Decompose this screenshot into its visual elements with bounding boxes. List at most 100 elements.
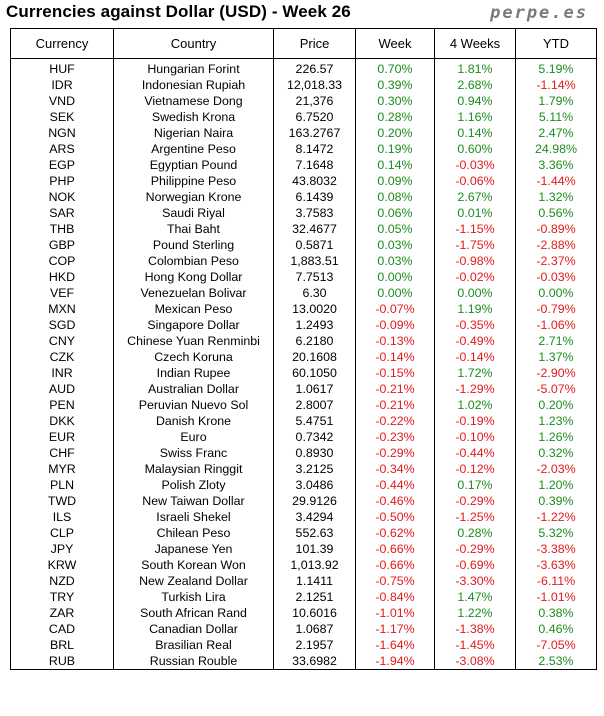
- four-week-change-cell: -0.49%: [434, 333, 516, 349]
- country-name-cell: Israeli Shekel: [113, 509, 274, 525]
- four-week-change-cell: -0.02%: [434, 269, 516, 285]
- four-week-change-cell: -1.45%: [434, 637, 516, 653]
- table-row: SAR Saudi Riyal 3.7583 0.06% 0.01% 0.56%: [10, 205, 597, 221]
- currency-code-cell: ZAR: [10, 605, 114, 621]
- country-name-cell: Peruvian Nuevo Sol: [113, 397, 274, 413]
- four-week-change-cell: 0.17%: [434, 477, 516, 493]
- table-row: ZAR South African Rand 10.6016 -1.01% 1.22% 0…: [10, 605, 597, 621]
- price-cell: 1.2493: [273, 317, 356, 333]
- country-name-cell: Hong Kong Dollar: [113, 269, 274, 285]
- price-cell: 2.8007: [273, 397, 356, 413]
- currency-code-cell: PHP: [10, 173, 114, 189]
- currency-code-cell: TRY: [10, 589, 114, 605]
- week-change-cell: -0.15%: [355, 365, 435, 381]
- week-change-cell: -0.62%: [355, 525, 435, 541]
- four-week-change-cell: -0.29%: [434, 541, 516, 557]
- currency-code-cell: IDR: [10, 77, 114, 93]
- price-cell: 10.6016: [273, 605, 356, 621]
- four-week-change-cell: 1.19%: [434, 301, 516, 317]
- currency-code-cell: DKK: [10, 413, 114, 429]
- country-name-cell: Philippine Peso: [113, 173, 274, 189]
- price-cell: 3.4294: [273, 509, 356, 525]
- price-cell: 33.6982: [273, 653, 356, 670]
- currency-code-cell: SEK: [10, 109, 114, 125]
- table-row: HKD Hong Kong Dollar 7.7513 0.00% -0.02% -0.0…: [10, 269, 597, 285]
- week-change-cell: -1.94%: [355, 653, 435, 670]
- table-row: PHP Philippine Peso 43.8032 0.09% -0.06% -1.4…: [10, 173, 597, 189]
- table-row: VND Vietnamese Dong 21,376 0.30% 0.94% 1.79%: [10, 93, 597, 109]
- ytd-change-cell: 24.98%: [515, 141, 597, 157]
- ytd-change-cell: 2.71%: [515, 333, 597, 349]
- ytd-change-cell: 3.36%: [515, 157, 597, 173]
- table-body: HUF Hungarian Forint 226.57 0.70% 1.81% 5.19%…: [10, 58, 597, 670]
- country-name-cell: Vietnamese Dong: [113, 93, 274, 109]
- ytd-change-cell: 0.46%: [515, 621, 597, 637]
- ytd-change-cell: -0.03%: [515, 269, 597, 285]
- table-row: MXN Mexican Peso 13.0020 -0.07% 1.19% -0.79%: [10, 301, 597, 317]
- currency-code-cell: RUB: [10, 653, 114, 670]
- currency-code-cell: THB: [10, 221, 114, 237]
- currency-code-cell: CAD: [10, 621, 114, 637]
- week-change-cell: -0.34%: [355, 461, 435, 477]
- week-change-cell: 0.70%: [355, 58, 435, 77]
- four-week-change-cell: 1.72%: [434, 365, 516, 381]
- ytd-change-cell: -1.14%: [515, 77, 597, 93]
- price-cell: 552.63: [273, 525, 356, 541]
- week-change-cell: 0.00%: [355, 269, 435, 285]
- week-change-cell: -1.64%: [355, 637, 435, 653]
- four-week-change-cell: -1.38%: [434, 621, 516, 637]
- ytd-change-cell: 5.11%: [515, 109, 597, 125]
- table-row: DKK Danish Krone 5.4751 -0.22% -0.19% 1.23%: [10, 413, 597, 429]
- ytd-change-cell: 0.56%: [515, 205, 597, 221]
- four-week-change-cell: 1.16%: [434, 109, 516, 125]
- country-name-cell: Brasilian Real: [113, 637, 274, 653]
- ytd-change-cell: -1.22%: [515, 509, 597, 525]
- price-cell: 29.9126: [273, 493, 356, 509]
- price-cell: 3.0486: [273, 477, 356, 493]
- four-week-change-cell: 0.28%: [434, 525, 516, 541]
- week-change-cell: 0.14%: [355, 157, 435, 173]
- column-header-4-weeks: 4 Weeks: [434, 28, 516, 59]
- ytd-change-cell: -7.05%: [515, 637, 597, 653]
- ytd-change-cell: 1.20%: [515, 477, 597, 493]
- country-name-cell: Chilean Peso: [113, 525, 274, 541]
- four-week-change-cell: -1.25%: [434, 509, 516, 525]
- week-change-cell: -0.21%: [355, 397, 435, 413]
- four-week-change-cell: 0.60%: [434, 141, 516, 157]
- table-row: VEF Venezuelan Bolivar 6.30 0.00% 0.00% 0.00%: [10, 285, 597, 301]
- table-row: RUB Russian Rouble 33.6982 -1.94% -3.08% 2.53…: [10, 653, 597, 670]
- column-header-price: Price: [273, 28, 356, 59]
- week-change-cell: -0.66%: [355, 541, 435, 557]
- country-name-cell: Swedish Krona: [113, 109, 274, 125]
- four-week-change-cell: -3.08%: [434, 653, 516, 670]
- table-row: AUD Australian Dollar 1.0617 -0.21% -1.29% -5…: [10, 381, 597, 397]
- ytd-change-cell: 0.32%: [515, 445, 597, 461]
- table-row: NZD New Zealand Dollar 1.1411 -0.75% -3.30% -…: [10, 573, 597, 589]
- country-name-cell: Thai Baht: [113, 221, 274, 237]
- week-change-cell: 0.28%: [355, 109, 435, 125]
- country-name-cell: Czech Koruna: [113, 349, 274, 365]
- price-cell: 2.1957: [273, 637, 356, 653]
- table-row: NOK Norwegian Krone 6.1439 0.08% 2.67% 1.32%: [10, 189, 597, 205]
- week-change-cell: -0.09%: [355, 317, 435, 333]
- price-cell: 60.1050: [273, 365, 356, 381]
- price-cell: 3.2125: [273, 461, 356, 477]
- currency-code-cell: BRL: [10, 637, 114, 653]
- ytd-change-cell: -6.11%: [515, 573, 597, 589]
- currency-code-cell: AUD: [10, 381, 114, 397]
- four-week-change-cell: 2.67%: [434, 189, 516, 205]
- four-week-change-cell: -0.14%: [434, 349, 516, 365]
- price-cell: 6.2180: [273, 333, 356, 349]
- currency-table: Currency Country Price Week 4 Weeks YTD …: [10, 28, 597, 670]
- price-cell: 0.5871: [273, 237, 356, 253]
- price-cell: 12,018.33: [273, 77, 356, 93]
- table-row: COP Colombian Peso 1,883.51 0.03% -0.98% -2.3…: [10, 253, 597, 269]
- table-row: TWD New Taiwan Dollar 29.9126 -0.46% -0.29% 0…: [10, 493, 597, 509]
- ytd-change-cell: 1.79%: [515, 93, 597, 109]
- four-week-change-cell: -1.75%: [434, 237, 516, 253]
- four-week-change-cell: 1.81%: [434, 58, 516, 77]
- table-row: THB Thai Baht 32.4677 0.05% -1.15% -0.89%: [10, 221, 597, 237]
- table-row: ILS Israeli Shekel 3.4294 -0.50% -1.25% -1.22…: [10, 509, 597, 525]
- currency-code-cell: MXN: [10, 301, 114, 317]
- price-cell: 0.7342: [273, 429, 356, 445]
